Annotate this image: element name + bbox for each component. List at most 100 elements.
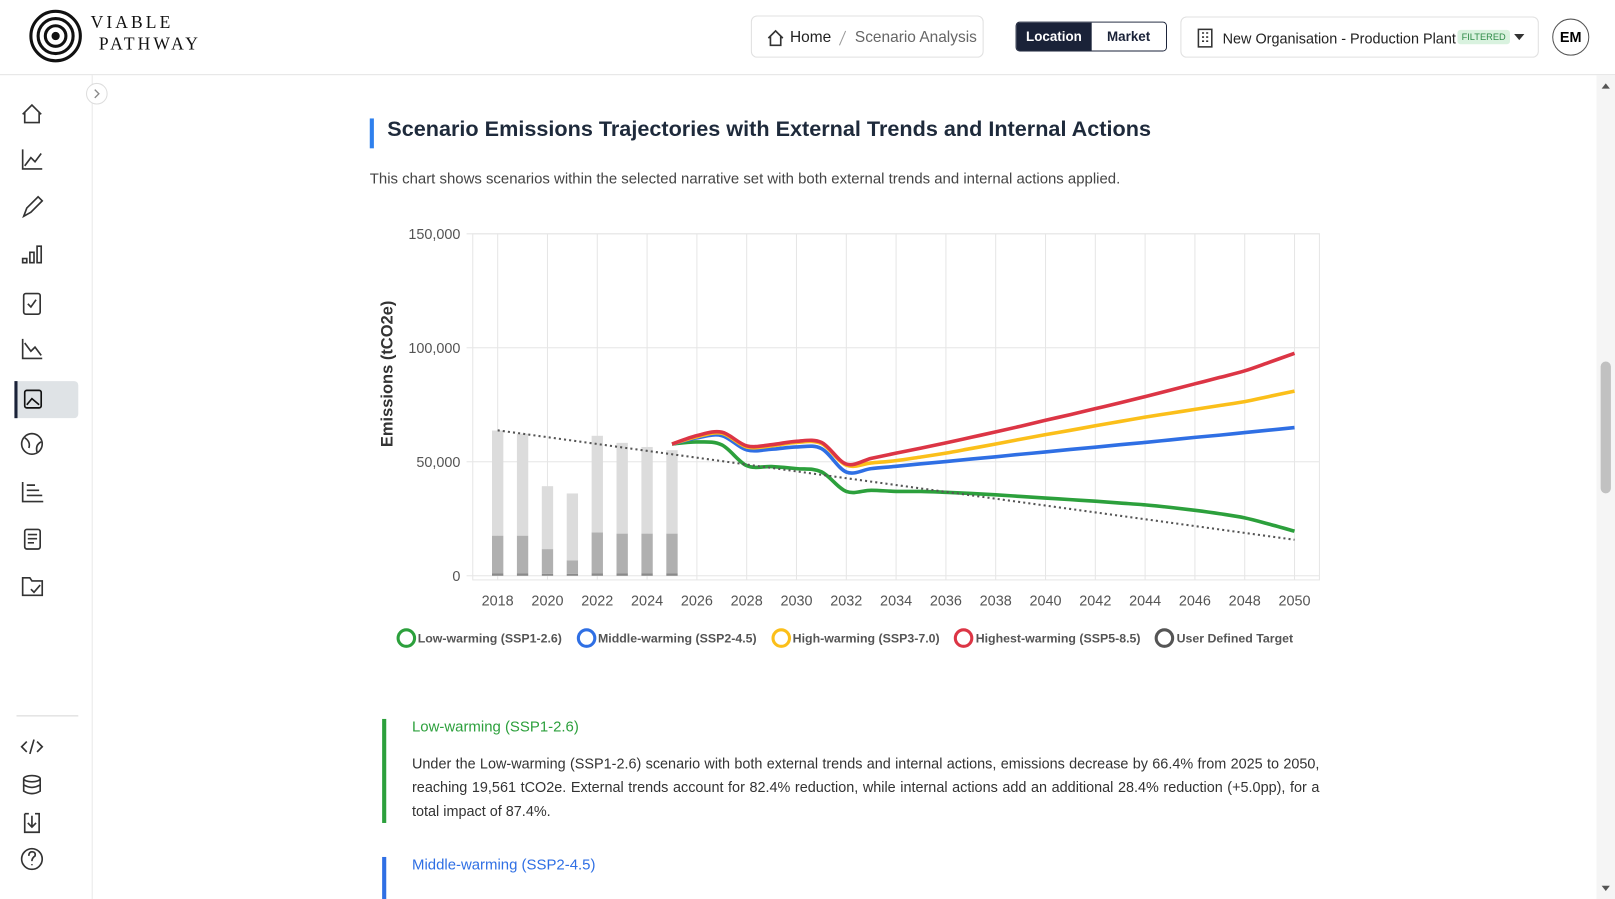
bar-segment bbox=[641, 533, 653, 574]
title-accent bbox=[369, 118, 374, 149]
legend-swatch bbox=[1154, 628, 1175, 648]
scenario-card: Middle-warming (SSP2-4.5) bbox=[382, 856, 1319, 899]
nav-bars[interactable] bbox=[21, 245, 43, 264]
nav-edit[interactable] bbox=[22, 195, 44, 219]
top-bar: VIABLE PATHWAY Home Scenario Analysis Lo… bbox=[0, 0, 1615, 76]
user-avatar[interactable]: EM bbox=[1552, 18, 1590, 56]
breadcrumb-link[interactable]: Home bbox=[790, 28, 832, 47]
legend-label: User Defined Target bbox=[1176, 630, 1294, 646]
sidebar-icons bbox=[14, 103, 79, 871]
bar-segment bbox=[492, 430, 504, 536]
nav-image[interactable] bbox=[23, 389, 43, 409]
bar-segment bbox=[666, 533, 678, 574]
x-tick-label: 2028 bbox=[731, 594, 763, 610]
legend: Low-warming (SSP1-2.6) Middle-warming (SS… bbox=[350, 628, 1339, 648]
section-title: Scenario Emissions Trajectories with Ext… bbox=[387, 117, 1151, 142]
bar-segment bbox=[616, 442, 628, 534]
toggle-option[interactable]: Market bbox=[1091, 22, 1166, 51]
x-tick-label: 2032 bbox=[830, 594, 862, 610]
sidebar bbox=[0, 75, 108, 899]
breadcrumb-current: Scenario Analysis bbox=[854, 28, 977, 47]
bar-segment bbox=[541, 486, 554, 550]
legend-swatch bbox=[771, 628, 791, 648]
nav-help[interactable] bbox=[20, 847, 44, 871]
x-tick-label: 2038 bbox=[980, 594, 1012, 610]
separator bbox=[838, 30, 847, 46]
x-tick-label: 2034 bbox=[880, 594, 912, 610]
breadcrumb: Home Scenario Analysis bbox=[750, 15, 984, 58]
bar-segment bbox=[492, 573, 504, 576]
series-line bbox=[671, 389, 1295, 469]
chart: 0 50,000 100,000 150,000 2018 2020 2022 2024 202… bbox=[378, 227, 1320, 610]
legend-item[interactable]: Highest-warming (SSP5-8.5) bbox=[954, 628, 1141, 648]
building-icon bbox=[1197, 28, 1213, 48]
nav-document[interactable] bbox=[23, 528, 41, 550]
x-tick-label: 2018 bbox=[482, 594, 514, 610]
bar-segment bbox=[616, 573, 628, 576]
legend-item[interactable]: Middle-warming (SSP2-4.5) bbox=[576, 628, 757, 648]
nav-code[interactable] bbox=[20, 739, 44, 755]
x-tick-label: 2042 bbox=[1079, 594, 1111, 610]
y-tick-label: 150,000 bbox=[408, 227, 460, 243]
x-tick-label: 2026 bbox=[681, 594, 713, 610]
bar-segment bbox=[566, 493, 579, 561]
bar-segment bbox=[591, 532, 603, 574]
nav-folder[interactable] bbox=[21, 577, 44, 597]
y-tick-label: 0 bbox=[452, 569, 460, 585]
bar-segment bbox=[541, 573, 554, 576]
legend-swatch bbox=[396, 628, 416, 648]
nav-globe[interactable] bbox=[20, 432, 44, 456]
nav-database[interactable] bbox=[22, 774, 41, 795]
x-tick-label: 2022 bbox=[581, 594, 613, 610]
nav-decline[interactable] bbox=[21, 338, 43, 360]
x-tick-label: 2050 bbox=[1278, 594, 1310, 610]
bar-segment bbox=[516, 573, 529, 576]
x-tick-label: 2040 bbox=[1029, 594, 1061, 610]
nav-trend[interactable] bbox=[21, 149, 43, 170]
scrollbar[interactable] bbox=[1596, 75, 1615, 899]
organisation-name: New Organisation - Production Plant bbox=[1222, 29, 1456, 47]
series-line bbox=[671, 425, 1295, 475]
series-line bbox=[497, 429, 1295, 541]
legend-label: Highest-warming (SSP5-8.5) bbox=[975, 630, 1141, 646]
organisation-selector[interactable]: New Organisation - Production Plant FILT… bbox=[1180, 16, 1539, 58]
scenario-card: Low-warming (SSP1-2.6) Under the Low-war… bbox=[382, 718, 1320, 823]
logo-text: VIABLE bbox=[90, 12, 174, 32]
bar-segment bbox=[666, 573, 678, 576]
x-tick-label: 2024 bbox=[631, 594, 663, 610]
x-tick-label: 2036 bbox=[930, 594, 962, 610]
y-tick-label: 50,000 bbox=[416, 455, 460, 471]
nav-checklist[interactable] bbox=[22, 292, 41, 315]
bar-segment bbox=[641, 573, 653, 576]
x-tick-label: 2046 bbox=[1179, 594, 1211, 610]
bar-segment bbox=[566, 560, 579, 574]
bar-segment bbox=[616, 533, 628, 574]
y-tick-label: 100,000 bbox=[408, 341, 460, 357]
legend-item[interactable]: Low-warming (SSP1-2.6) bbox=[396, 628, 562, 648]
bar-segment bbox=[591, 573, 603, 576]
logo-mark[interactable] bbox=[29, 9, 83, 63]
filter-badge: FILTERED bbox=[1457, 29, 1510, 45]
nav-list[interactable] bbox=[21, 482, 44, 503]
collapse-button[interactable] bbox=[85, 82, 108, 105]
toggle-option[interactable]: Location bbox=[1016, 22, 1092, 51]
scenario-title: Middle-warming (SSP2-4.5) bbox=[412, 856, 596, 874]
bar-segment bbox=[591, 435, 603, 533]
bar-segment bbox=[516, 535, 529, 574]
x-tick-label: 2020 bbox=[531, 594, 563, 610]
nav-download[interactable] bbox=[23, 812, 40, 834]
legend-swatch bbox=[954, 628, 974, 648]
scenario-text: Under the Low-warming (SSP1-2.6) scenari… bbox=[412, 754, 1320, 819]
bar-segment bbox=[641, 446, 653, 534]
y-axis-label: Emissions (tCO2e) bbox=[378, 301, 396, 447]
legend-item[interactable]: User Defined Target bbox=[1154, 628, 1294, 648]
legend-item[interactable]: High-warming (SSP3-7.0) bbox=[771, 628, 940, 648]
logo-text: PATHWAY bbox=[98, 33, 201, 54]
legend-swatch bbox=[576, 628, 596, 648]
series-line bbox=[671, 351, 1296, 467]
nav-home[interactable] bbox=[22, 103, 42, 124]
section-description: This chart shows scenarios within the se… bbox=[369, 170, 1121, 188]
caret bbox=[1514, 33, 1525, 41]
